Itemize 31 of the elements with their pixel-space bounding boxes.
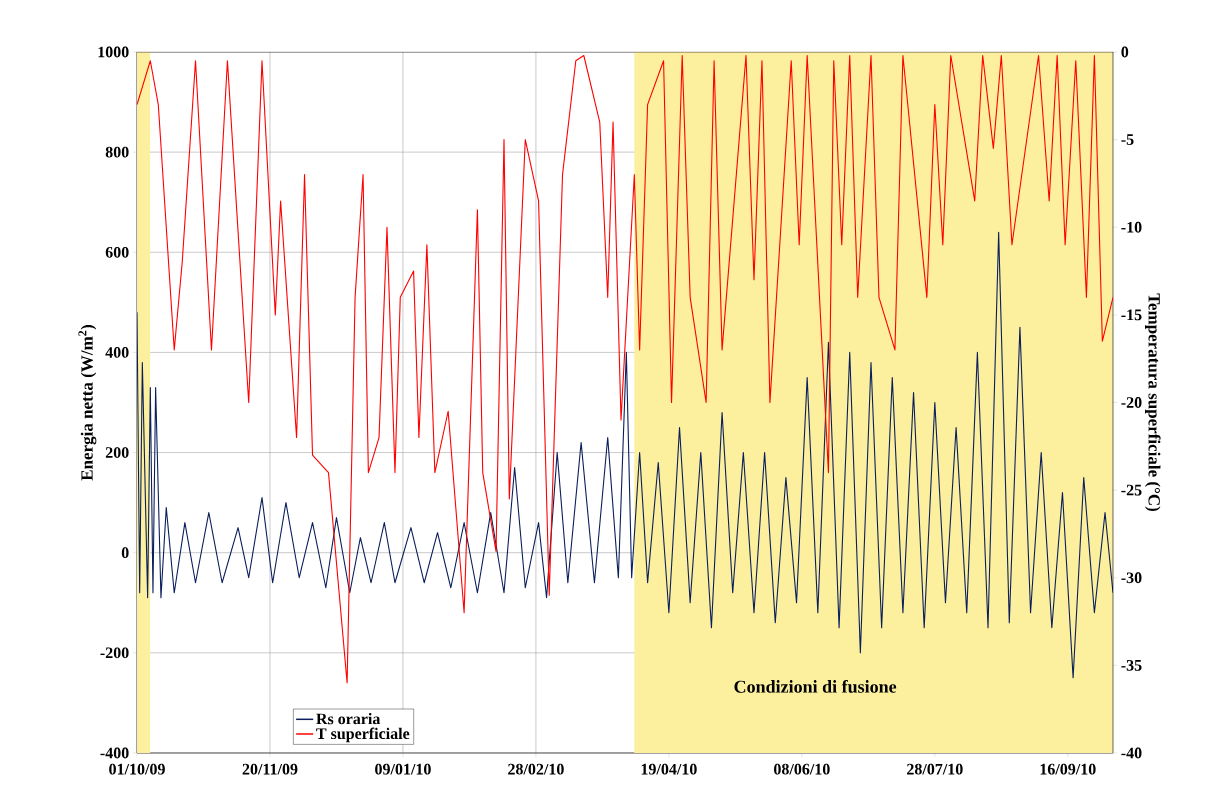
y2-tick-label: -35	[1121, 659, 1142, 671]
x-tick-label: 01/10/09	[109, 763, 165, 775]
y-tick-label: 400	[105, 347, 129, 358]
y-tick-label: 1000	[98, 46, 129, 58]
y-axis-title: Energia netta (W/m$^{2}$)	[78, 324, 97, 481]
y-tick-label: 0	[121, 547, 129, 559]
x-tick-label: 28/02/10	[508, 763, 564, 775]
y2-tick-label: -20	[1121, 397, 1142, 408]
y2-tick-label: -15	[1121, 309, 1142, 321]
x-tick-label: 16/09/10	[1040, 763, 1096, 775]
x-tick-label: 08/06/10	[774, 763, 830, 775]
y-tick-label: 200	[105, 447, 129, 458]
legend-label: Rs oraria	[316, 713, 381, 725]
y2-tick-label: -10	[1121, 221, 1142, 233]
x-tick-label: 20/11/09	[242, 763, 298, 775]
y2-tick-label: 0	[1121, 46, 1129, 58]
y-tick-label: -400	[100, 747, 129, 759]
legend-label: T superficiale	[316, 727, 410, 743]
y2-tick-label: -40	[1121, 747, 1142, 759]
x-tick-label: 09/01/10	[375, 763, 431, 775]
y-tick-label: 800	[105, 146, 129, 158]
y2-tick-label: -30	[1121, 572, 1142, 584]
y2-tick-label: -25	[1121, 484, 1142, 496]
x-tick-label: 19/04/10	[641, 763, 697, 775]
y-tick-label: -200	[100, 647, 129, 659]
x-tick-label: 28/07/10	[907, 763, 963, 775]
band-label: Condizioni di fusione	[734, 679, 897, 693]
y2-axis-title: Temperatura superficiale (°C)	[1144, 293, 1161, 512]
line-series	[137, 231, 1113, 679]
y-tick-label: 600	[105, 246, 129, 258]
y2-tick-label: -5	[1121, 134, 1134, 145]
